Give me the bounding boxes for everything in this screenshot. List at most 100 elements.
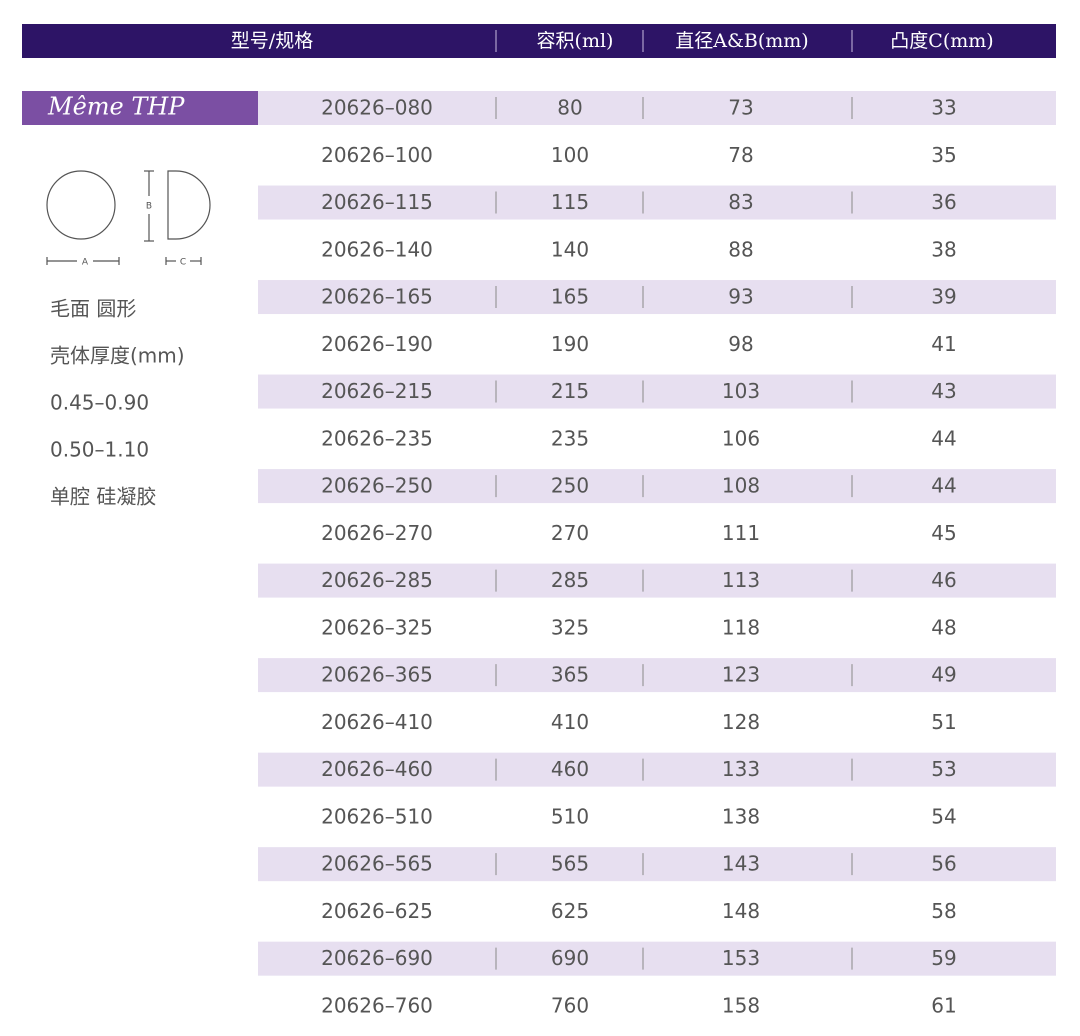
cell: 20626–140: [321, 237, 433, 261]
cell: 20626–690: [321, 946, 433, 970]
cell: 158: [722, 993, 760, 1017]
cell: 20626–190: [321, 332, 433, 356]
cell: 20626–100: [321, 143, 433, 167]
cell: 38: [931, 237, 956, 261]
cell: 78: [728, 143, 753, 167]
spec-line: 毛面 圆形: [50, 297, 136, 321]
cell: 285: [551, 568, 589, 592]
cell: 20626–080: [321, 96, 433, 120]
dim-label: C: [180, 258, 186, 268]
cell: 20626–760: [321, 993, 433, 1017]
cell: 20626–460: [321, 757, 433, 781]
cell: 20626–235: [321, 426, 433, 450]
cell: 45: [931, 521, 956, 545]
cell: 133: [722, 757, 760, 781]
cell: 100: [551, 143, 589, 167]
row-shade: [258, 280, 1056, 315]
cell: 20626–270: [321, 521, 433, 545]
spec-line: 壳体厚度(mm): [50, 344, 185, 368]
row-shade: [258, 469, 1056, 504]
spec-line: 0.45–0.90: [50, 391, 149, 415]
dim-label: B: [146, 202, 152, 212]
cell: 54: [931, 804, 956, 828]
cell: 51: [931, 710, 956, 734]
cell: 20626–115: [321, 190, 433, 214]
header-cell: 容积(ml): [537, 30, 614, 52]
row-shade: [258, 185, 1056, 220]
cell: 565: [551, 852, 589, 876]
cell: 108: [722, 474, 760, 498]
cell: 39: [931, 285, 956, 309]
dim-label: A: [82, 258, 89, 268]
cell: 20626–325: [321, 615, 433, 639]
cell: 43: [931, 379, 956, 403]
cell: 103: [722, 379, 760, 403]
cell: 35: [931, 143, 956, 167]
cell: 111: [722, 521, 760, 545]
cell: 49: [931, 663, 956, 687]
product-badge: [22, 91, 258, 125]
header-cell: 凸度C(mm): [890, 30, 993, 52]
cell: 48: [931, 615, 956, 639]
cell: 20626–365: [321, 663, 433, 687]
cell: 115: [551, 190, 589, 214]
cell: 53: [931, 757, 956, 781]
cell: 20626–215: [321, 379, 433, 403]
row-shade: [258, 941, 1056, 976]
header-cell: 型号/规格: [231, 30, 313, 52]
cell: 44: [931, 474, 956, 498]
row-shade: [258, 374, 1056, 409]
cell: 123: [722, 663, 760, 687]
cell: 56: [931, 852, 956, 876]
cell: 93: [728, 285, 753, 309]
row-shade: [258, 847, 1056, 882]
cell: 80: [557, 96, 582, 120]
product-name: Même THP: [47, 93, 185, 121]
cell: 46: [931, 568, 956, 592]
cell: 20626–410: [321, 710, 433, 734]
cell: 61: [931, 993, 956, 1017]
cell: 33: [931, 96, 956, 120]
spec-line: 0.50–1.10: [50, 438, 149, 462]
cell: 760: [551, 993, 589, 1017]
cell: 36: [931, 190, 956, 214]
cell: 41: [931, 332, 956, 356]
cell: 83: [728, 190, 753, 214]
cell: 118: [722, 615, 760, 639]
row-shade: [258, 658, 1056, 693]
cell: 270: [551, 521, 589, 545]
cell: 20626–510: [321, 804, 433, 828]
cell: 20626–250: [321, 474, 433, 498]
header-separators: [495, 30, 853, 52]
cell: 460: [551, 757, 589, 781]
cell: 325: [551, 615, 589, 639]
cell: 235: [551, 426, 589, 450]
cell: 140: [551, 237, 589, 261]
cell: 165: [551, 285, 589, 309]
cell: 88: [728, 237, 753, 261]
cell: 250: [551, 474, 589, 498]
row-shade: [258, 91, 1056, 125]
cell: 20626–625: [321, 899, 433, 923]
cell: 215: [551, 379, 589, 403]
cell: 59: [931, 946, 956, 970]
cell: 148: [722, 899, 760, 923]
row-shade: [258, 752, 1056, 787]
front-shape: [46, 170, 116, 240]
cell: 510: [551, 804, 589, 828]
header-cell: 直径A&B(mm): [675, 30, 808, 52]
cell: 153: [722, 946, 760, 970]
cell: 365: [551, 663, 589, 687]
cell: 73: [728, 96, 753, 120]
spec-line: 单腔 硅凝胶: [50, 485, 156, 509]
side-shape: [167, 170, 211, 240]
cell: 20626–285: [321, 568, 433, 592]
cell: 113: [722, 568, 760, 592]
cell: 128: [722, 710, 760, 734]
row-shade: [258, 563, 1056, 598]
cell: 58: [931, 899, 956, 923]
cell: 44: [931, 426, 956, 450]
